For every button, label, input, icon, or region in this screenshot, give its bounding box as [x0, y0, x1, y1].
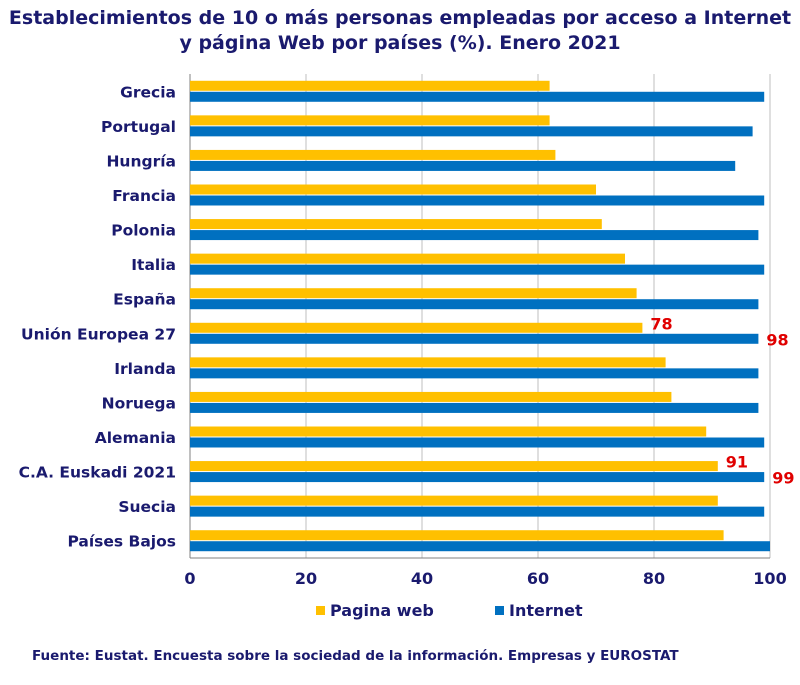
- bar-pagina-web: [190, 426, 707, 437]
- data-label: 98: [766, 330, 788, 349]
- bar-internet: [190, 299, 759, 310]
- bar-pagina-web: [190, 184, 596, 195]
- source-footer: Fuente: Eustat. Encuesta sobre la socied…: [32, 648, 679, 664]
- category-label: Suecia: [118, 498, 176, 516]
- legend-label-pagina-web: Pagina web: [330, 601, 434, 620]
- bar-pagina-web: [190, 80, 550, 91]
- bar-internet: [190, 541, 770, 552]
- x-tick-label: 20: [295, 569, 317, 588]
- x-tick-label: 40: [411, 569, 433, 588]
- bar-internet: [190, 472, 765, 483]
- bar-pagina-web: [190, 322, 643, 333]
- category-label: Italia: [131, 256, 176, 274]
- category-label: Portugal: [101, 118, 176, 136]
- category-label: Países Bajos: [67, 533, 176, 551]
- bar-internet: [190, 195, 765, 206]
- chart-title: Establecimientos de 10 o más personas em…: [0, 6, 800, 56]
- category-label: Grecia: [120, 83, 176, 101]
- data-label: 91: [726, 453, 748, 472]
- legend-swatch-internet: [495, 606, 504, 615]
- bar-pagina-web: [190, 149, 556, 160]
- bar-pagina-web: [190, 495, 718, 506]
- chart-title-line2: y página Web por países (%). Enero 2021: [179, 32, 621, 54]
- category-label: Francia: [112, 187, 176, 205]
- category-label: C.A. Euskadi 2021: [19, 464, 176, 482]
- data-label: 99: [772, 469, 794, 488]
- bar-internet: [190, 230, 759, 241]
- bar-internet: [190, 264, 765, 275]
- category-label: Irlanda: [114, 360, 176, 378]
- bar-internet: [190, 402, 759, 413]
- category-label: Noruega: [102, 394, 176, 412]
- category-label: Polonia: [111, 222, 176, 240]
- bar-pagina-web: [190, 461, 718, 472]
- bar-pagina-web: [190, 253, 625, 264]
- category-label: Alemania: [95, 429, 176, 447]
- x-tick-label: 60: [527, 569, 549, 588]
- bar-pagina-web: [190, 115, 550, 126]
- bar-pagina-web: [190, 219, 602, 230]
- bar-pagina-web: [190, 391, 672, 402]
- category-label: Unión Europea 27: [21, 325, 176, 343]
- chart-title-line1: Establecimientos de 10 o más personas em…: [8, 7, 792, 29]
- bar-internet: [190, 437, 765, 448]
- category-label: Hungría: [106, 152, 176, 170]
- bar-internet: [190, 368, 759, 379]
- data-label: 78: [650, 314, 672, 333]
- bar-pagina-web: [190, 288, 637, 299]
- legend-label-internet: Internet: [509, 601, 583, 620]
- category-label: España: [113, 291, 176, 309]
- bar-chart: 0 20 40 60 80 100 Grecia Portugal Hungría Francia…: [19, 74, 794, 620]
- x-tick-label: 100: [753, 569, 786, 588]
- x-tick-label: 80: [643, 569, 665, 588]
- bar-internet: [190, 126, 753, 137]
- bar-internet: [190, 333, 759, 344]
- bar-internet: [190, 160, 736, 171]
- legend-swatch-pagina-web: [316, 606, 325, 615]
- bar-pagina-web: [190, 357, 666, 368]
- bar-pagina-web: [190, 530, 724, 541]
- x-tick-label: 0: [184, 569, 195, 588]
- bar-internet: [190, 91, 765, 102]
- bar-internet: [190, 506, 765, 517]
